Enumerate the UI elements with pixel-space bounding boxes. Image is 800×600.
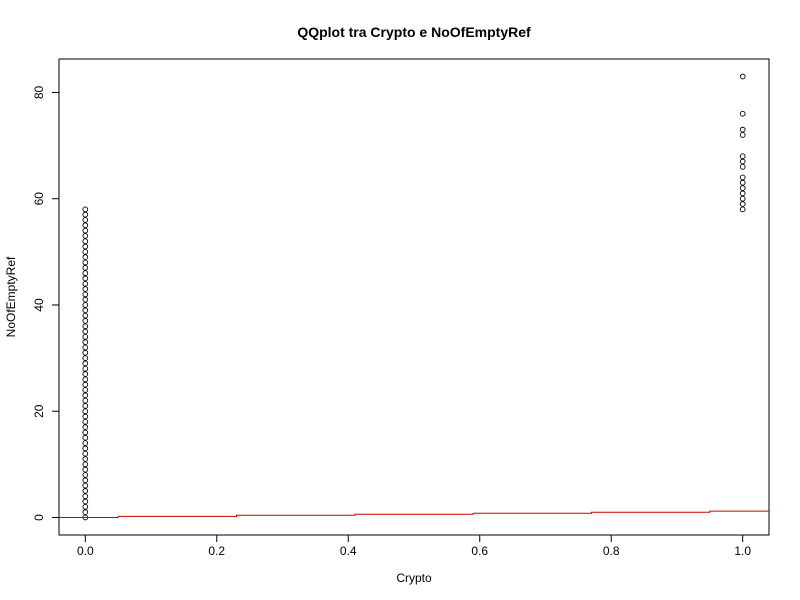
data-point — [739, 179, 746, 186]
data-point — [82, 328, 89, 335]
data-point — [739, 195, 746, 202]
data-point — [82, 254, 89, 261]
x-tick-label: 0.6 — [471, 544, 488, 558]
x-tick-label: 0.0 — [77, 544, 94, 558]
data-point — [82, 387, 89, 393]
data-point — [739, 73, 746, 80]
data-point — [82, 243, 89, 250]
data-point — [82, 344, 89, 351]
data-point — [82, 445, 89, 452]
data-point — [82, 371, 89, 377]
data-point — [82, 434, 89, 441]
data-point — [739, 201, 746, 207]
y-tick-label: 40 — [32, 298, 46, 312]
data-point — [82, 318, 89, 324]
data-point — [739, 110, 746, 117]
x-axis-label: Crypto — [396, 571, 432, 585]
data-point — [739, 190, 746, 197]
data-point — [82, 296, 89, 303]
data-point — [82, 397, 89, 404]
data-point — [82, 376, 89, 383]
data-point — [82, 461, 89, 468]
data-point — [82, 211, 89, 218]
data-point — [82, 509, 89, 516]
data-point — [82, 333, 89, 340]
data-point — [82, 466, 89, 473]
data-point — [82, 472, 89, 478]
data-point — [82, 233, 89, 239]
y-tick-label: 0 — [32, 514, 46, 521]
data-point — [82, 291, 89, 298]
data-point — [82, 503, 89, 510]
data-point — [739, 158, 746, 165]
chart-title: QQplot tra Crypto e NoOfEmptyRef — [297, 24, 531, 40]
data-point — [82, 238, 89, 245]
y-axis-label: NoOfEmptyRef — [4, 256, 18, 337]
data-point — [82, 403, 89, 409]
data-point — [82, 424, 89, 431]
data-point — [82, 339, 89, 346]
y-tick-label: 60 — [32, 192, 46, 206]
data-point — [82, 413, 89, 420]
scatter-points — [82, 73, 746, 521]
data-point — [82, 440, 89, 446]
y-tick-label: 20 — [32, 404, 46, 418]
data-point — [82, 477, 89, 484]
data-point — [82, 355, 89, 361]
data-point — [82, 286, 89, 292]
data-point — [739, 132, 746, 138]
plot-frame — [58, 58, 770, 536]
data-point — [82, 206, 89, 213]
x-tick-label: 0.8 — [603, 544, 620, 558]
data-point — [739, 163, 746, 170]
data-point — [82, 222, 89, 229]
data-point — [82, 264, 89, 271]
data-point — [82, 482, 89, 489]
x-tick-label: 1.0 — [734, 544, 751, 558]
data-point — [82, 381, 89, 388]
reference-line — [59, 510, 769, 518]
data-point — [739, 206, 746, 213]
data-point — [82, 365, 89, 372]
data-point — [82, 248, 89, 255]
data-point — [82, 418, 89, 425]
data-point — [739, 185, 746, 191]
data-point — [82, 270, 89, 276]
x-axis: 0.0 0.2 0.4 0.6 0.8 1.0 — [77, 535, 751, 558]
data-point — [82, 408, 89, 415]
data-point — [739, 153, 746, 160]
data-point — [82, 217, 89, 223]
data-point — [82, 360, 89, 367]
data-point — [82, 307, 89, 314]
x-tick-label: 0.2 — [208, 544, 225, 558]
data-point — [82, 280, 89, 287]
data-point — [82, 349, 89, 356]
data-point — [82, 227, 89, 234]
data-point — [82, 456, 89, 462]
x-tick-label: 0.4 — [340, 544, 357, 558]
data-point — [82, 275, 89, 282]
data-point — [82, 429, 89, 436]
data-point — [82, 450, 89, 457]
data-point — [82, 312, 89, 319]
data-point — [82, 259, 89, 266]
data-point — [82, 498, 89, 505]
data-point — [82, 302, 89, 308]
data-point — [739, 126, 746, 133]
reference-step-line — [59, 510, 769, 518]
y-axis: 0 20 40 60 80 — [32, 85, 59, 521]
data-point — [82, 493, 89, 500]
data-point — [82, 323, 89, 330]
data-point — [82, 392, 89, 399]
data-point — [82, 488, 89, 494]
y-tick-label: 80 — [32, 85, 46, 99]
data-point — [739, 174, 746, 181]
